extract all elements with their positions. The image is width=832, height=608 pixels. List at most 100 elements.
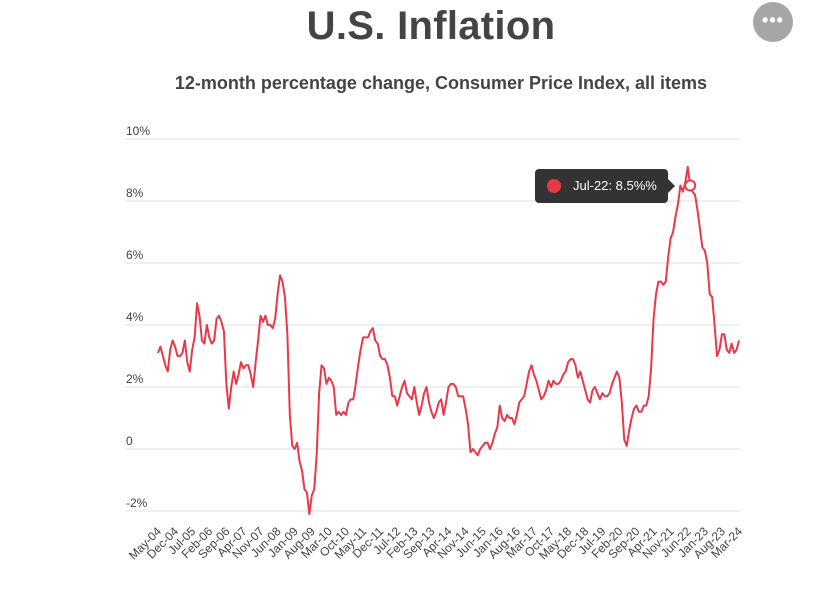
data-point[interactable]: [618, 376, 621, 379]
data-point[interactable]: [218, 314, 221, 317]
data-point[interactable]: [659, 280, 662, 283]
data-point[interactable]: [174, 345, 177, 348]
data-point[interactable]: [579, 370, 582, 373]
data-point[interactable]: [186, 361, 189, 364]
data-point[interactable]: [274, 317, 277, 320]
data-point[interactable]: [279, 274, 282, 277]
data-point[interactable]: [235, 382, 238, 385]
data-point[interactable]: [667, 255, 670, 258]
data-point[interactable]: [286, 333, 289, 336]
data-point[interactable]: [240, 361, 243, 364]
data-point[interactable]: [503, 420, 506, 423]
data-point[interactable]: [183, 339, 186, 342]
data-point[interactable]: [520, 398, 523, 401]
data-point[interactable]: [427, 401, 430, 404]
data-point[interactable]: [205, 324, 208, 327]
data-point[interactable]: [415, 401, 418, 404]
data-point[interactable]: [681, 190, 684, 193]
data-point[interactable]: [696, 209, 699, 212]
data-point[interactable]: [425, 386, 428, 389]
data-point[interactable]: [406, 392, 409, 395]
data-point[interactable]: [486, 441, 489, 444]
data-point[interactable]: [640, 410, 643, 413]
data-point[interactable]: [474, 451, 477, 454]
data-point[interactable]: [552, 379, 555, 382]
data-point[interactable]: [330, 379, 333, 382]
data-point[interactable]: [442, 413, 445, 416]
data-point[interactable]: [711, 296, 714, 299]
data-point[interactable]: [535, 379, 538, 382]
data-point[interactable]: [615, 370, 618, 373]
data-point[interactable]: [393, 395, 396, 398]
data-point[interactable]: [188, 370, 191, 373]
data-point[interactable]: [574, 364, 577, 367]
data-point[interactable]: [157, 351, 160, 354]
data-point[interactable]: [379, 355, 382, 358]
data-point[interactable]: [557, 382, 560, 385]
data-point[interactable]: [386, 364, 389, 367]
data-point[interactable]: [628, 429, 631, 432]
data-point[interactable]: [471, 448, 474, 451]
data-point[interactable]: [547, 379, 550, 382]
data-point[interactable]: [354, 382, 357, 385]
data-point[interactable]: [376, 342, 379, 345]
data-point[interactable]: [620, 401, 623, 404]
data-point[interactable]: [232, 370, 235, 373]
data-point[interactable]: [298, 460, 301, 463]
data-point[interactable]: [611, 382, 614, 385]
data-point[interactable]: [315, 454, 318, 457]
data-point[interactable]: [432, 417, 435, 420]
data-point[interactable]: [674, 215, 677, 218]
data-point[interactable]: [664, 280, 667, 283]
data-point[interactable]: [222, 330, 225, 333]
data-point[interactable]: [728, 351, 731, 354]
more-options-button[interactable]: •••: [753, 2, 793, 42]
data-point[interactable]: [562, 373, 565, 376]
data-point[interactable]: [567, 361, 570, 364]
data-point[interactable]: [669, 237, 672, 240]
data-point[interactable]: [510, 417, 513, 420]
data-point[interactable]: [501, 417, 504, 420]
data-point[interactable]: [200, 339, 203, 342]
data-point[interactable]: [540, 398, 543, 401]
series-line-cpi[interactable]: [157, 165, 740, 516]
data-point[interactable]: [576, 376, 579, 379]
highlight-marker[interactable]: [684, 179, 697, 192]
data-point[interactable]: [686, 165, 689, 168]
data-point[interactable]: [738, 339, 741, 342]
data-point[interactable]: [293, 448, 296, 451]
data-point[interactable]: [344, 413, 347, 416]
data-point[interactable]: [254, 361, 257, 364]
data-point[interactable]: [491, 441, 494, 444]
data-point[interactable]: [325, 382, 328, 385]
data-point[interactable]: [718, 348, 721, 351]
data-point[interactable]: [513, 423, 516, 426]
data-point[interactable]: [310, 494, 313, 497]
data-point[interactable]: [679, 184, 682, 187]
data-point[interactable]: [564, 370, 567, 373]
data-point[interactable]: [318, 392, 321, 395]
data-point[interactable]: [454, 386, 457, 389]
data-point[interactable]: [296, 441, 299, 444]
data-point[interactable]: [413, 386, 416, 389]
data-point[interactable]: [208, 336, 211, 339]
data-point[interactable]: [210, 342, 213, 345]
data-point[interactable]: [481, 444, 484, 447]
data-point[interactable]: [308, 513, 311, 516]
data-point[interactable]: [418, 413, 421, 416]
data-point[interactable]: [227, 407, 230, 410]
data-point[interactable]: [655, 293, 658, 296]
data-point[interactable]: [550, 386, 553, 389]
data-point[interactable]: [593, 386, 596, 389]
data-point[interactable]: [269, 324, 272, 327]
data-point[interactable]: [283, 296, 286, 299]
data-point[interactable]: [623, 438, 626, 441]
data-point[interactable]: [335, 413, 338, 416]
data-point[interactable]: [271, 327, 274, 330]
data-point[interactable]: [723, 333, 726, 336]
data-point[interactable]: [493, 432, 496, 435]
data-point[interactable]: [257, 339, 260, 342]
data-point[interactable]: [305, 491, 308, 494]
data-point[interactable]: [630, 417, 633, 420]
data-point[interactable]: [713, 324, 716, 327]
